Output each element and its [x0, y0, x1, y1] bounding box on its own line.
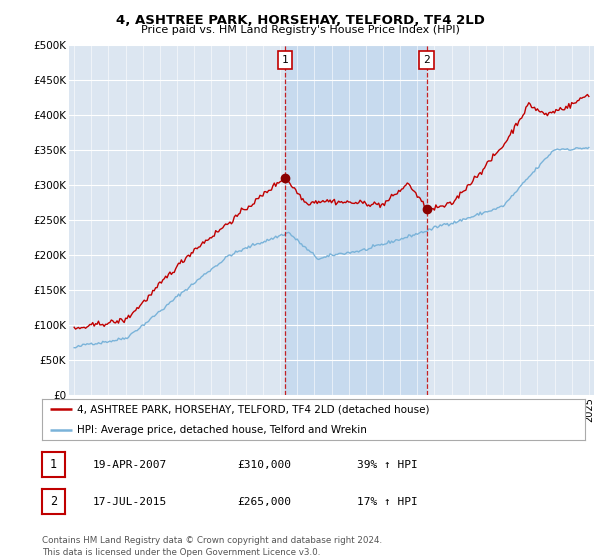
- Text: Price paid vs. HM Land Registry's House Price Index (HPI): Price paid vs. HM Land Registry's House …: [140, 25, 460, 35]
- Text: 2: 2: [50, 495, 57, 508]
- Text: 1: 1: [282, 55, 289, 65]
- Text: Contains HM Land Registry data © Crown copyright and database right 2024.
This d: Contains HM Land Registry data © Crown c…: [42, 536, 382, 557]
- Text: 1: 1: [50, 458, 57, 471]
- Text: 4, ASHTREE PARK, HORSEHAY, TELFORD, TF4 2LD: 4, ASHTREE PARK, HORSEHAY, TELFORD, TF4 …: [116, 14, 484, 27]
- Bar: [285, 45, 427, 395]
- Text: 39% ↑ HPI: 39% ↑ HPI: [357, 460, 418, 470]
- Text: £310,000: £310,000: [237, 460, 291, 470]
- Text: HPI: Average price, detached house, Telford and Wrekin: HPI: Average price, detached house, Telf…: [77, 424, 367, 435]
- Text: 17-JUL-2015: 17-JUL-2015: [93, 497, 167, 507]
- Text: 17% ↑ HPI: 17% ↑ HPI: [357, 497, 418, 507]
- Text: 19-APR-2007: 19-APR-2007: [93, 460, 167, 470]
- Text: 2: 2: [424, 55, 430, 65]
- Text: 4, ASHTREE PARK, HORSEHAY, TELFORD, TF4 2LD (detached house): 4, ASHTREE PARK, HORSEHAY, TELFORD, TF4 …: [77, 404, 430, 414]
- Text: £265,000: £265,000: [237, 497, 291, 507]
